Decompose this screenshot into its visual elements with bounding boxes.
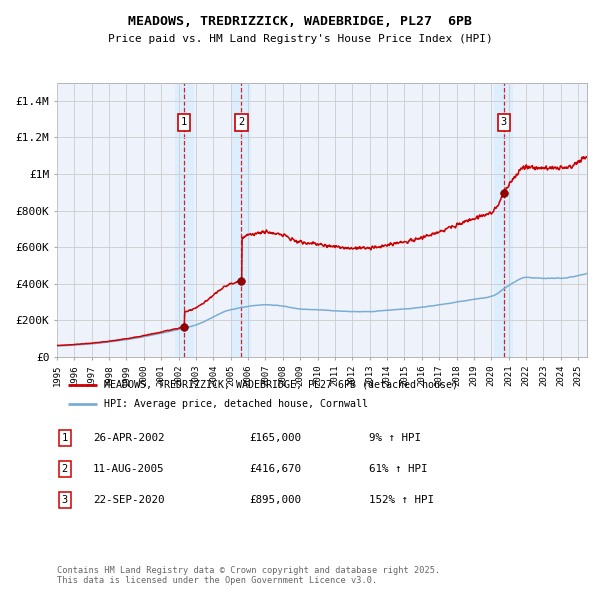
Text: HPI: Average price, detached house, Cornwall: HPI: Average price, detached house, Corn… — [104, 399, 368, 409]
Text: MEADOWS, TREDRIZZICK, WADEBRIDGE, PL27  6PB: MEADOWS, TREDRIZZICK, WADEBRIDGE, PL27 6… — [128, 15, 472, 28]
Text: 3: 3 — [62, 496, 68, 505]
Text: 61% ↑ HPI: 61% ↑ HPI — [369, 464, 427, 474]
Text: 11-AUG-2005: 11-AUG-2005 — [93, 464, 164, 474]
Text: £416,670: £416,670 — [249, 464, 301, 474]
Bar — [175, 83, 194, 357]
Bar — [232, 83, 251, 357]
Text: 9% ↑ HPI: 9% ↑ HPI — [369, 433, 421, 442]
Text: 152% ↑ HPI: 152% ↑ HPI — [369, 496, 434, 505]
Bar — [494, 83, 514, 357]
Text: 3: 3 — [501, 117, 507, 127]
Text: Contains HM Land Registry data © Crown copyright and database right 2025.
This d: Contains HM Land Registry data © Crown c… — [57, 566, 440, 585]
Text: Price paid vs. HM Land Registry's House Price Index (HPI): Price paid vs. HM Land Registry's House … — [107, 34, 493, 44]
Text: 1: 1 — [181, 117, 187, 127]
Text: 2: 2 — [62, 464, 68, 474]
Text: 1: 1 — [62, 433, 68, 442]
Text: £895,000: £895,000 — [249, 496, 301, 505]
Text: £165,000: £165,000 — [249, 433, 301, 442]
Text: 26-APR-2002: 26-APR-2002 — [93, 433, 164, 442]
Text: MEADOWS, TREDRIZZICK, WADEBRIDGE, PL27 6PB (detached house): MEADOWS, TREDRIZZICK, WADEBRIDGE, PL27 6… — [104, 380, 458, 390]
Text: 22-SEP-2020: 22-SEP-2020 — [93, 496, 164, 505]
Text: 2: 2 — [238, 117, 244, 127]
